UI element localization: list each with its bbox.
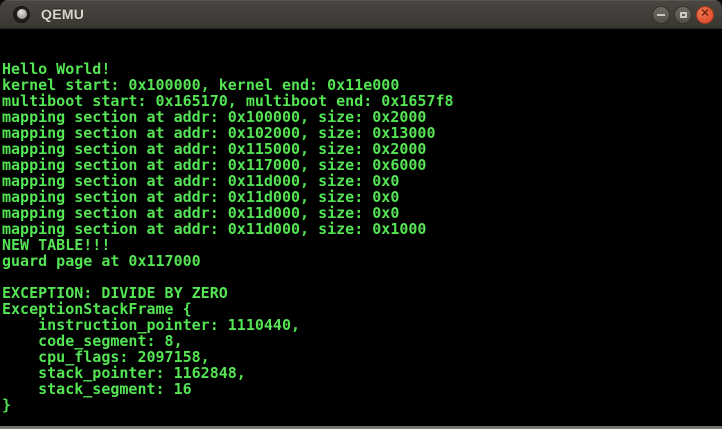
window-bottom-edge — [0, 426, 722, 429]
minimize-button[interactable] — [652, 5, 670, 24]
maximize-button[interactable] — [674, 5, 692, 24]
maximize-icon — [679, 11, 687, 18]
qemu-app-icon — [13, 5, 30, 23]
window-controls: ✕ — [652, 0, 714, 29]
close-button[interactable]: ✕ — [696, 5, 714, 24]
qemu-app-icon-inner — [16, 9, 27, 19]
minimize-icon — [657, 13, 665, 16]
close-icon: ✕ — [700, 7, 710, 20]
terminal-screen[interactable]: Hello World! kernel start: 0x100000, ker… — [0, 29, 722, 426]
terminal-output: Hello World! kernel start: 0x100000, ker… — [2, 60, 454, 414]
window-title: QEMU — [41, 6, 85, 22]
titlebar[interactable]: QEMU ✕ — [0, 0, 722, 29]
